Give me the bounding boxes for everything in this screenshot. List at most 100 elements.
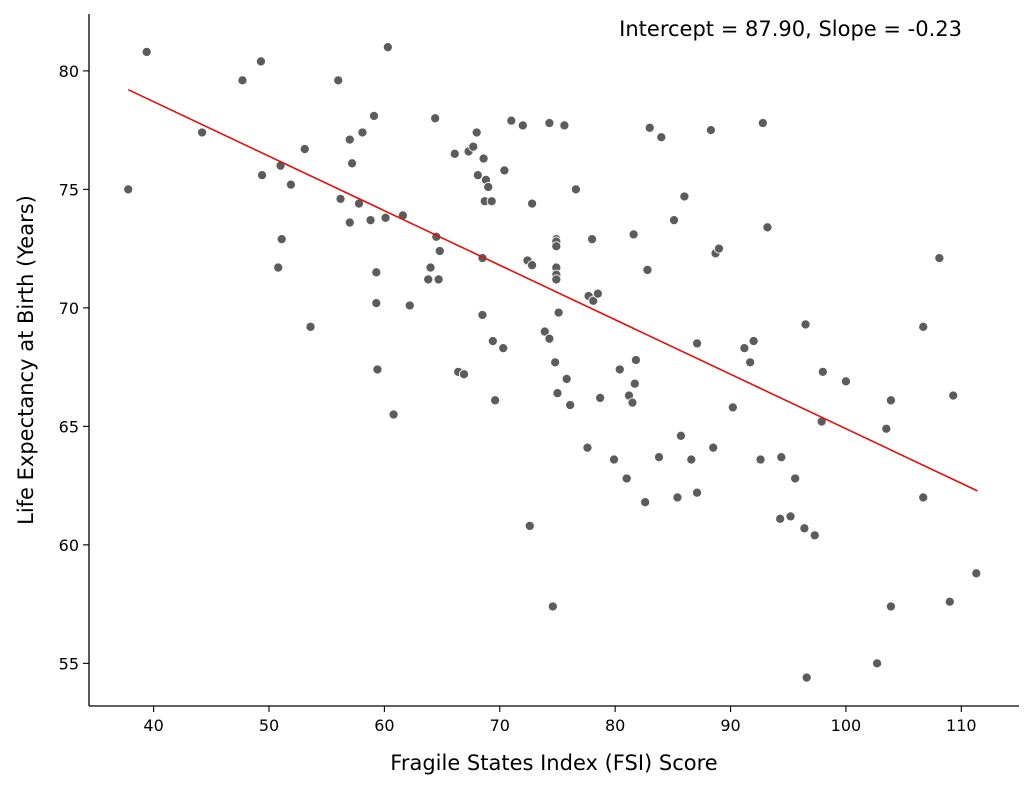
x-tick-label: 40 <box>143 716 163 735</box>
regression-annotation: Intercept = 87.90, Slope = -0.23 <box>619 17 962 41</box>
data-point <box>305 321 316 332</box>
data-point <box>775 513 786 524</box>
data-point <box>918 321 929 332</box>
data-point <box>551 241 562 252</box>
data-point <box>472 170 483 181</box>
data-point <box>483 181 494 193</box>
y-tick-label: 80 <box>59 62 79 81</box>
data-point <box>478 153 489 164</box>
data-point <box>498 343 509 354</box>
data-point <box>527 260 538 271</box>
data-point <box>285 179 296 190</box>
data-point <box>595 392 606 403</box>
data-point <box>382 42 393 53</box>
data-point <box>524 520 535 531</box>
data-point <box>559 120 570 131</box>
data-point <box>686 454 697 465</box>
data-point <box>785 511 796 522</box>
data-point <box>434 245 445 257</box>
data-point <box>333 75 344 86</box>
data-point <box>551 274 562 285</box>
data-point <box>675 430 686 441</box>
data-point <box>971 568 982 579</box>
data-point <box>372 364 383 375</box>
data-point <box>141 46 152 57</box>
data-point <box>614 364 625 375</box>
x-tick-label: 110 <box>946 716 977 735</box>
data-point <box>570 184 581 195</box>
regression-line <box>127 88 978 492</box>
data-point <box>430 113 441 124</box>
data-point <box>433 274 444 285</box>
data-point <box>197 127 208 138</box>
data-point <box>471 127 482 138</box>
data-point <box>801 672 812 683</box>
data-point <box>365 215 376 226</box>
data-point <box>371 298 382 309</box>
data-point <box>299 144 310 155</box>
data-point <box>565 399 576 411</box>
data-point <box>630 354 641 366</box>
data-point <box>588 295 599 306</box>
data-point <box>748 335 759 347</box>
data-point <box>948 390 959 401</box>
data-point <box>809 530 820 541</box>
data-point <box>790 473 801 484</box>
data-point <box>344 134 355 145</box>
data-points <box>123 42 982 683</box>
data-point <box>380 212 391 223</box>
data-point <box>388 409 399 420</box>
data-point <box>881 423 892 434</box>
data-point <box>490 395 501 406</box>
data-point <box>679 191 690 202</box>
data-point <box>776 452 787 463</box>
data-point <box>705 125 716 136</box>
data-point <box>872 658 883 669</box>
data-point <box>640 497 651 508</box>
data-point <box>840 376 851 387</box>
data-point <box>550 357 561 368</box>
data-point <box>608 454 620 465</box>
x-axis-title: Fragile States Index (FSI) Score <box>390 751 717 775</box>
x-tick-label: 80 <box>605 716 625 735</box>
data-point <box>582 442 593 453</box>
data-point <box>468 141 479 152</box>
data-point <box>713 243 725 254</box>
data-point <box>499 165 510 176</box>
data-point <box>368 110 380 121</box>
data-point <box>885 601 896 612</box>
x-tick-label: 50 <box>259 716 279 735</box>
data-point <box>800 319 811 330</box>
data-point <box>544 117 555 129</box>
y-axis-title: Life Expectancy at Birth (Years) <box>14 195 38 525</box>
data-point <box>944 596 955 607</box>
data-point <box>727 402 738 413</box>
data-point <box>553 307 564 318</box>
data-point <box>552 388 563 399</box>
data-point <box>276 234 287 245</box>
data-point <box>506 115 517 126</box>
data-point <box>449 148 460 159</box>
y-tick-label: 70 <box>59 299 79 318</box>
data-point <box>799 523 810 534</box>
data-point <box>621 473 632 484</box>
data-point <box>423 274 434 285</box>
data-point <box>672 492 683 503</box>
data-point <box>644 122 655 133</box>
y-tick-label: 55 <box>59 654 79 673</box>
data-point <box>517 120 528 131</box>
data-point <box>656 132 667 143</box>
y-tick-label: 65 <box>59 417 79 436</box>
y-tick-label: 60 <box>59 536 79 555</box>
data-point <box>745 357 756 368</box>
data-point <box>123 184 134 195</box>
y-axis-ticks: 55 60 65 70 75 80 <box>59 62 89 673</box>
data-point <box>458 369 470 380</box>
data-point <box>592 288 603 299</box>
data-point <box>547 601 558 612</box>
data-point <box>425 262 436 273</box>
data-point <box>404 300 415 311</box>
data-point <box>739 343 750 354</box>
data-point <box>237 75 248 86</box>
